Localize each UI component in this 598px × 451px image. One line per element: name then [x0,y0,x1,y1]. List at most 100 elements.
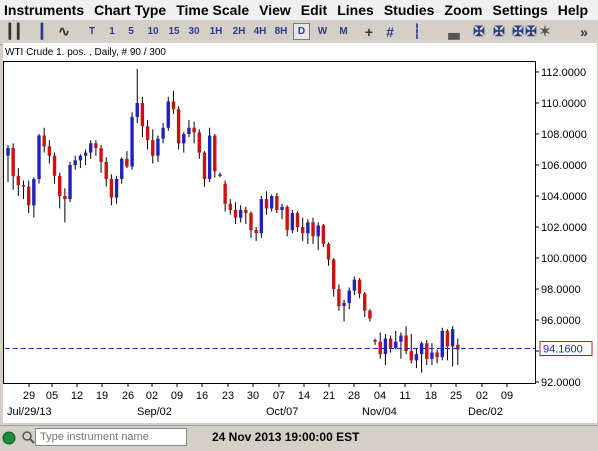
crosshair-icon[interactable]: + [364,23,374,40]
menu-studies[interactable]: Studies [383,2,435,18]
candle [11,143,15,190]
timeframe-1h[interactable]: 1H [209,26,223,37]
timeframe-2h[interactable]: 2H [232,26,246,37]
menu-time-scale[interactable]: Time Scale [176,2,250,18]
candle-body [238,209,243,218]
scroll-right-icon[interactable]: ✠ [493,23,505,39]
x-tick-label: 05 [46,390,58,402]
candle [363,292,367,317]
candle [32,177,36,218]
candle-body [161,127,165,139]
volume-icon[interactable]: ▃ [448,23,460,39]
bar-chart-icon[interactable]: ┃┃ [5,23,23,39]
candle-body [414,354,419,361]
timeframe-1[interactable]: 1 [109,26,115,37]
candle [311,217,315,245]
candle-body [176,109,181,144]
candle [37,134,41,184]
x-tick-label: 11 [399,390,410,402]
candle-body [145,126,150,141]
candle-body [228,203,233,210]
candle-body [440,330,444,358]
x-tick-label: 07 [273,390,285,402]
candle-body [182,134,186,144]
candle-body [125,158,129,167]
candle-body [264,199,269,209]
timeframe-10[interactable]: 10 [147,26,159,37]
x-tick-label: 02 [146,390,158,402]
instrument-search-input[interactable] [35,428,187,446]
timeframe-w[interactable]: W [317,26,328,37]
x-tick-label: 09 [171,390,183,402]
candle-body [233,209,238,218]
candle [145,120,150,150]
zoom-in-icon[interactable]: ✠ [512,23,524,39]
candle [130,112,134,170]
candle [197,129,201,159]
candle [104,157,108,187]
candle-body [450,329,455,347]
connection-status-icon [2,431,16,445]
candle [295,211,300,232]
menu-zoom[interactable]: Zoom [444,2,483,18]
candle-body [311,222,315,237]
menu-help[interactable]: Help [557,2,589,18]
scroll-left-icon[interactable]: ✠ [473,23,485,39]
candle [275,192,279,214]
menu-chart-type[interactable]: Chart Type [94,2,167,18]
candle-body [52,155,57,176]
candle-body [254,230,258,234]
candle [450,326,455,367]
candle-body [352,279,357,291]
candle-body [104,161,108,179]
timeframe-4h[interactable]: 4H [253,26,267,37]
x-month-label: Sep/02 [137,406,172,418]
timeframe-30[interactable]: 30 [188,26,200,37]
timeframe-m[interactable]: M [339,26,348,37]
timeframe-d[interactable]: D [293,23,310,40]
toolbar: ┃┃ ┃ ∿ T 1 5 10 15 30 1H 2H 4H 8H D W M + # ┆ ▃ ✠ ✠ ✠ ✠ ✶» [0,20,598,45]
candle [259,196,264,238]
candle-body [192,127,196,133]
menu-view[interactable]: View [259,2,291,18]
price-chart[interactable]: WTI Crude 1. pos. , Daily, # 90 / 300112… [3,43,597,423]
candle-body [290,213,295,231]
line-chart-icon[interactable]: ∿ [58,23,70,39]
more-icon[interactable]: » [580,23,588,40]
x-tick-label: 21 [323,390,335,402]
y-tick-label: 96.0000 [541,315,581,327]
menu-edit[interactable]: Edit [300,2,328,18]
candle-body [130,116,134,167]
candle-body [383,338,388,355]
y-tick-label: 100.0000 [541,253,587,265]
candle [269,194,274,212]
candle-body [73,160,77,165]
candle-body [156,138,160,156]
candle [357,278,362,299]
timeframe-15[interactable]: 15 [168,26,180,37]
candle-body [357,279,362,294]
timeframe-5[interactable]: 5 [128,26,134,37]
studies-icon[interactable]: ┆ [412,23,422,39]
menu-instruments[interactable]: Instruments [4,2,85,18]
grid-icon[interactable]: # [386,23,394,40]
candlestick-icon[interactable]: ┃ [37,23,47,39]
candle [414,347,419,369]
candle-body [249,213,253,231]
menu-settings[interactable]: Settings [492,2,548,18]
candle [63,188,67,223]
candle-body [94,143,98,148]
candle [244,206,248,224]
zoom-out-icon[interactable]: ✠ [525,23,537,39]
chart-area[interactable]: WTI Crude 1. pos. , Daily, # 90 / 300 112… [3,43,597,423]
timeframe-8h[interactable]: 8H [274,26,288,37]
timeframe-t[interactable]: T [88,26,96,37]
menu-lines[interactable]: Lines [337,2,374,18]
pin-icon[interactable]: ✶ [539,23,551,39]
candle-body [409,351,413,361]
candle [109,174,114,206]
candle-body [223,183,227,204]
candle [99,144,103,173]
candle [326,242,331,266]
candle-body [32,178,36,206]
